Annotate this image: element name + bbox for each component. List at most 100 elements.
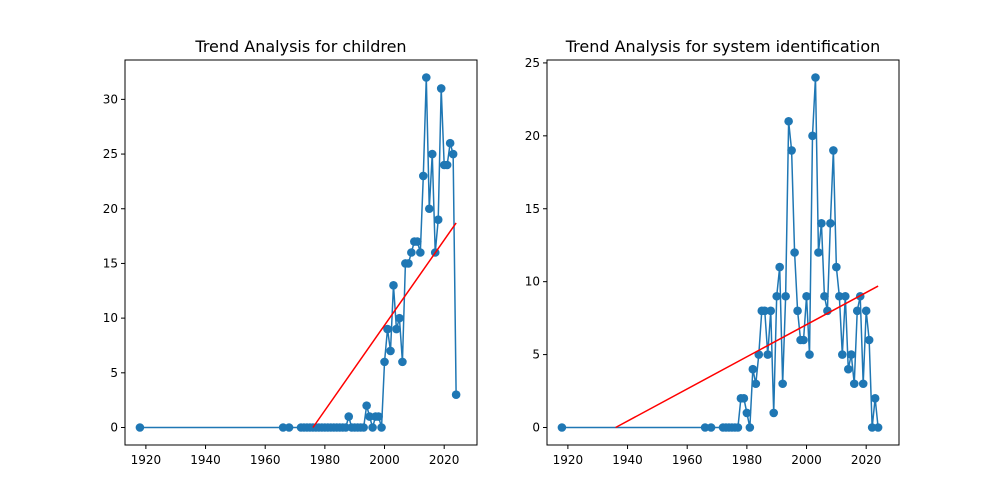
y-tick-label: 15 bbox=[103, 256, 118, 270]
x-tick-label: 1920 bbox=[131, 453, 162, 467]
data-point bbox=[838, 350, 847, 359]
y-tick-label: 25 bbox=[103, 147, 118, 161]
data-point bbox=[407, 248, 416, 257]
y-tick-label: 20 bbox=[103, 202, 118, 216]
data-point bbox=[421, 73, 431, 82]
y-tick-label: 15 bbox=[525, 202, 540, 216]
data-point bbox=[775, 262, 784, 272]
data-point bbox=[835, 291, 844, 301]
data-point bbox=[763, 350, 773, 359]
data-point bbox=[706, 423, 716, 432]
plot-area: 1920 1940 1960 1980 2000 2020 0 5 10 15 20 25 bbox=[525, 56, 883, 467]
y-tick-label: 25 bbox=[525, 56, 540, 70]
data-point bbox=[843, 364, 853, 374]
data-point bbox=[760, 306, 770, 316]
x-tick-label: 2000 bbox=[791, 453, 822, 467]
data-point bbox=[413, 237, 422, 246]
chart-title: Trend Analysis for children bbox=[194, 37, 406, 56]
plot-area: 1920 1940 1960 1980 2000 2020 0 5 10 15 20 25 30 bbox=[103, 73, 461, 467]
data-point bbox=[799, 335, 808, 345]
y-tick-label: 10 bbox=[525, 275, 540, 289]
x-tick-label: 1940 bbox=[190, 453, 221, 467]
data-point bbox=[841, 291, 850, 301]
data-point bbox=[772, 291, 781, 301]
data-point bbox=[424, 204, 434, 214]
data-point bbox=[362, 401, 371, 410]
data-point bbox=[374, 412, 383, 421]
data-point bbox=[383, 324, 392, 334]
data-point bbox=[864, 335, 874, 345]
data-point bbox=[445, 138, 455, 148]
y-tick-label: 10 bbox=[103, 311, 118, 325]
data-point bbox=[852, 306, 862, 316]
data-point bbox=[368, 423, 377, 432]
data-point bbox=[748, 364, 758, 374]
data-point bbox=[442, 160, 452, 170]
data-point bbox=[365, 412, 374, 421]
x-tick-label: 2000 bbox=[369, 453, 400, 467]
chart-system-identification: Trend Analysis for system identification… bbox=[525, 37, 900, 467]
data-point bbox=[745, 423, 755, 432]
data-point bbox=[811, 73, 820, 82]
data-point bbox=[359, 423, 368, 432]
axes-frame bbox=[124, 59, 478, 446]
x-tick-label: 1960 bbox=[672, 453, 703, 467]
y-tick-label: 0 bbox=[532, 421, 540, 435]
data-point bbox=[389, 281, 398, 290]
y-tick-label: 20 bbox=[525, 129, 540, 143]
y-tick-label: 0 bbox=[110, 421, 118, 435]
data-point bbox=[793, 306, 802, 316]
data-point bbox=[700, 423, 710, 432]
data-point bbox=[344, 412, 354, 421]
data-point bbox=[861, 306, 871, 316]
data-point bbox=[849, 379, 859, 389]
data-point bbox=[846, 350, 856, 359]
x-tick-label: 1920 bbox=[553, 453, 584, 467]
x-tick-label: 2020 bbox=[429, 453, 460, 467]
chart-children: Trend Analysis for children 1920 1940 1960… bbox=[103, 37, 478, 467]
data-point bbox=[135, 423, 145, 432]
chart-title: Trend Analysis for system identification bbox=[565, 37, 881, 56]
data-point bbox=[416, 248, 425, 257]
data-point bbox=[341, 423, 351, 432]
data-point bbox=[805, 350, 814, 359]
trend-line bbox=[312, 222, 457, 428]
data-point bbox=[802, 291, 811, 301]
y-tick-label: 5 bbox=[532, 348, 540, 362]
axes-frame bbox=[546, 59, 900, 446]
data-point bbox=[733, 423, 743, 432]
data-point bbox=[808, 131, 817, 141]
data-point bbox=[778, 379, 787, 389]
data-point bbox=[380, 357, 389, 367]
data-point bbox=[832, 262, 841, 272]
data-point bbox=[820, 291, 829, 301]
data-point bbox=[870, 394, 880, 403]
data-point bbox=[829, 146, 838, 155]
data-point bbox=[448, 149, 458, 159]
data-point bbox=[790, 248, 799, 257]
data-point bbox=[398, 357, 407, 367]
x-tick-label: 1960 bbox=[250, 453, 281, 467]
data-point bbox=[427, 149, 437, 159]
x-tick-label: 2020 bbox=[851, 453, 882, 467]
y-tick-label: 5 bbox=[110, 366, 118, 380]
data-point bbox=[751, 379, 761, 389]
data-point bbox=[766, 306, 776, 316]
data-point bbox=[739, 394, 749, 403]
data-point bbox=[278, 423, 288, 432]
data-point bbox=[781, 291, 790, 301]
data-point bbox=[404, 259, 413, 268]
data-point bbox=[386, 346, 395, 356]
data-point bbox=[817, 219, 826, 228]
data-point bbox=[419, 171, 428, 181]
data-point bbox=[873, 423, 883, 432]
data-point bbox=[451, 390, 461, 399]
data-point bbox=[826, 219, 835, 228]
data-point bbox=[395, 313, 404, 323]
data-point bbox=[557, 423, 567, 432]
y-tick-label: 30 bbox=[103, 92, 118, 106]
data-point bbox=[377, 423, 386, 432]
data-point bbox=[754, 350, 764, 359]
data-point bbox=[784, 116, 793, 126]
